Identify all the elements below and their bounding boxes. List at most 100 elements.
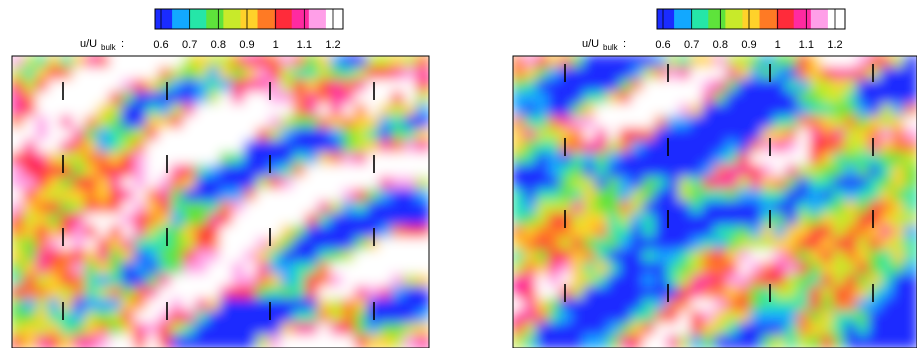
left-field-cell xyxy=(84,67,99,82)
left-field-cell xyxy=(96,201,112,216)
left-field-cell xyxy=(219,188,234,203)
left-field-cell xyxy=(342,225,357,240)
right-field-cell xyxy=(607,115,621,130)
left-field-cell xyxy=(354,237,369,252)
right-field-cell xyxy=(666,334,681,348)
left-field-cell xyxy=(12,334,26,348)
right-field-cell xyxy=(559,140,574,155)
right-field-cell xyxy=(595,152,610,167)
left-field-cell xyxy=(96,188,112,203)
left-field-cell xyxy=(35,91,50,106)
left-field-cell xyxy=(23,225,38,240)
right-field-cell xyxy=(773,103,788,118)
left-field-cell xyxy=(256,213,271,228)
right-field-cell xyxy=(583,115,598,130)
left-field-cell xyxy=(35,249,50,264)
left-field-cell xyxy=(145,286,161,301)
right-field-cell xyxy=(523,176,538,191)
left-field-cell xyxy=(72,140,87,155)
right-field-cell xyxy=(737,176,752,191)
right-field-cell xyxy=(583,274,598,289)
right-field-cell xyxy=(702,67,716,82)
right-field-cell xyxy=(666,310,681,325)
right-field-cell xyxy=(892,67,907,82)
left-field-cell xyxy=(342,334,357,348)
right-field-cell xyxy=(761,103,776,118)
right-field-cell xyxy=(654,201,669,216)
right-field-cell xyxy=(642,188,657,203)
right-field-cell xyxy=(761,164,776,179)
right-field-cell xyxy=(749,261,764,276)
left-field-cell xyxy=(60,310,75,325)
right-field-cell xyxy=(690,140,705,155)
left-field-cell xyxy=(12,274,26,289)
left-field-cell xyxy=(12,128,26,143)
left-field-cell xyxy=(170,188,185,203)
left-field-cell xyxy=(415,103,429,118)
left-field-cell xyxy=(170,67,185,82)
right-field-cell xyxy=(642,249,657,264)
left-field-cell xyxy=(403,225,418,240)
right-field-cell xyxy=(535,176,550,191)
right-field-cell xyxy=(535,67,550,82)
right-field-cell xyxy=(513,56,526,70)
right-field-cell xyxy=(749,140,764,155)
right-field-cell xyxy=(749,213,764,228)
right-field-cell xyxy=(690,213,705,228)
left-field-cell xyxy=(72,225,87,240)
right-field-cell xyxy=(797,225,812,240)
left-field-cell xyxy=(378,322,394,337)
right-field-cell xyxy=(820,164,835,179)
right-field-cell xyxy=(880,213,895,228)
left-field-cell xyxy=(244,201,259,216)
right-field-cell xyxy=(797,152,812,167)
right-field-cell xyxy=(618,249,633,264)
left-field-cell xyxy=(293,128,308,143)
right-field-cell xyxy=(654,334,669,348)
right-field-cell xyxy=(642,164,657,179)
left-field-cell xyxy=(244,286,259,301)
left-field-cell xyxy=(84,225,99,240)
right-field-cell xyxy=(642,201,657,216)
left-field-cell xyxy=(182,188,197,203)
right-field-cell xyxy=(642,310,657,325)
right-field-cell xyxy=(844,334,859,348)
left-field-cell xyxy=(415,213,429,228)
left-field-cell xyxy=(403,176,418,191)
right-field-cell xyxy=(904,140,917,155)
right-colorbar-tick-label: 1 xyxy=(775,39,781,51)
right-field-cell xyxy=(880,298,895,313)
left-field-cell xyxy=(219,164,234,179)
right-field-cell xyxy=(618,115,633,130)
right-field-cell xyxy=(809,128,823,143)
right-field-cell xyxy=(666,176,681,191)
left-field-cell xyxy=(256,225,271,240)
left-field-cell xyxy=(305,310,320,325)
right-field-cell xyxy=(820,176,835,191)
left-field-cell xyxy=(268,286,283,301)
left-field-cell xyxy=(231,213,247,228)
left-field-cell xyxy=(415,140,429,155)
left-field-cell xyxy=(280,213,296,228)
right-field-cell xyxy=(595,67,610,82)
left-field-cell xyxy=(60,249,75,264)
left-field-cell xyxy=(378,237,394,252)
left-field-cell xyxy=(354,298,369,313)
left-field-cell xyxy=(84,213,99,228)
right-field-cell xyxy=(607,188,621,203)
right-field-cell xyxy=(761,334,776,348)
left-field-cell xyxy=(391,274,406,289)
left-field-cell xyxy=(317,56,332,70)
right-field-cell xyxy=(630,213,645,228)
left-field-cell xyxy=(268,91,283,106)
right-field-cell xyxy=(749,164,764,179)
left-field-cell xyxy=(158,225,173,240)
right-field-cell xyxy=(714,164,728,179)
left-field-cell xyxy=(366,261,381,276)
right-field-cell xyxy=(666,91,681,106)
right-field-cell xyxy=(618,261,633,276)
left-field-cell xyxy=(256,176,271,191)
right-field-cell xyxy=(583,310,598,325)
right-field-cell xyxy=(809,274,823,289)
left-field-cell xyxy=(378,286,394,301)
